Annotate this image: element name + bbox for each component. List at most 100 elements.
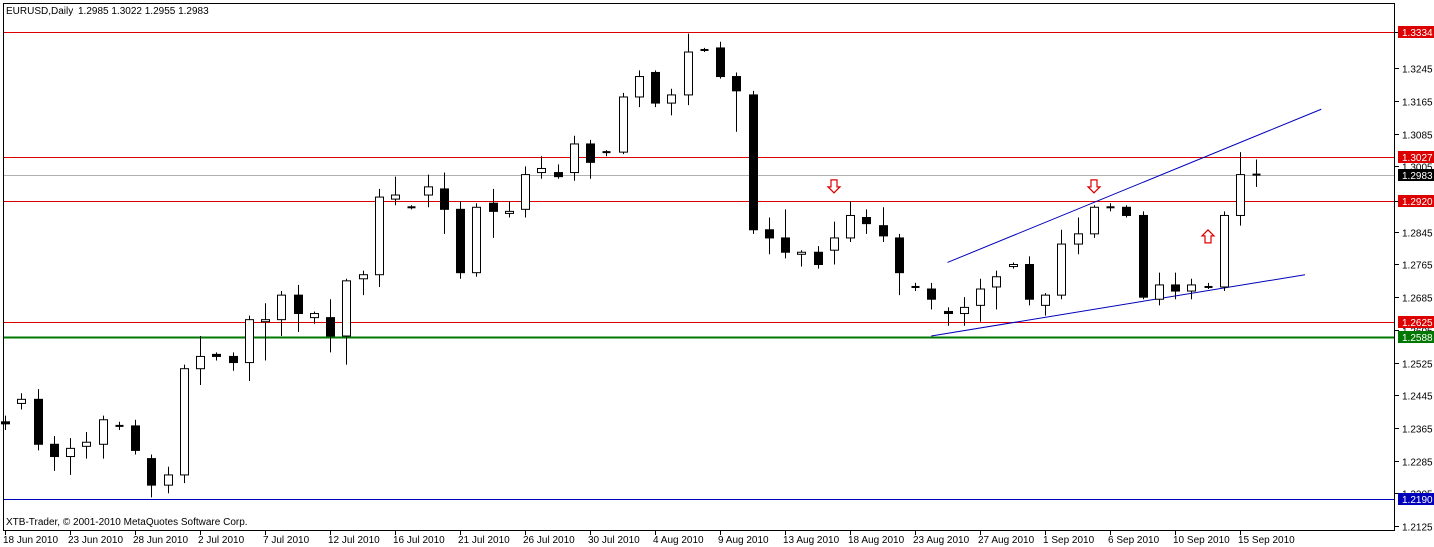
candle-body (326, 317, 335, 337)
candle-body (749, 94, 758, 231)
candle (960, 297, 969, 326)
candle-body (1220, 214, 1229, 288)
candle (277, 291, 286, 336)
candle-body (1155, 284, 1164, 300)
candle-body (619, 96, 628, 153)
candle-body (1122, 206, 1131, 216)
candle (294, 284, 303, 332)
trendline (947, 108, 1322, 263)
level-tag (1398, 26, 1434, 38)
candle-body (927, 288, 936, 300)
candle (1009, 262, 1018, 269)
candle (732, 72, 741, 132)
candle (407, 205, 416, 210)
candle-body (472, 206, 481, 274)
candle (537, 156, 546, 179)
y-tick-label: 1.2285 (1402, 458, 1433, 469)
candle (797, 250, 806, 267)
candle-body (781, 237, 790, 253)
y-tick-label: 1.2765 (1402, 261, 1433, 272)
candle (765, 217, 774, 255)
candle-body (1, 421, 10, 425)
candle-body (1187, 284, 1196, 292)
candle-body (147, 458, 156, 486)
candle (440, 172, 449, 234)
candle (602, 150, 611, 157)
level-tag (1398, 316, 1434, 328)
candle-body (261, 319, 270, 323)
copyright-text: XTB-Trader, © 2001-2010 MetaQuotes Softw… (6, 517, 248, 528)
candle (700, 47, 709, 53)
candle-body (1171, 284, 1180, 292)
x-tick-label: 27 Aug 2010 (978, 535, 1035, 546)
y-tick-label: 1.3005 (1402, 163, 1433, 174)
candle (310, 311, 319, 324)
candle-body (684, 51, 693, 96)
candle (521, 166, 530, 218)
x-tick-label: 15 Sep 2010 (1238, 535, 1295, 546)
x-tick-label: 16 Jul 2010 (393, 535, 445, 546)
candle-body (635, 76, 644, 98)
candle (326, 299, 335, 353)
candle-body (50, 443, 59, 458)
level-tag-label: 1.2920 (1402, 197, 1433, 208)
arrow-down-icon (1086, 179, 1102, 194)
y-tick-label: 1.3085 (1402, 131, 1433, 142)
candle-body (879, 225, 888, 237)
candle-body (212, 353, 221, 357)
candle-body (1139, 214, 1148, 298)
candle (131, 419, 140, 455)
candle-body (359, 274, 368, 280)
candle (99, 415, 108, 459)
trendline (931, 274, 1306, 337)
candle-body (586, 143, 595, 163)
x-tick-label: 1 Sep 2010 (1043, 535, 1095, 546)
candle-body (180, 368, 189, 476)
level-tag-label: 1.3027 (1402, 153, 1433, 164)
candle-body (976, 288, 985, 306)
candle (830, 221, 839, 265)
candle-body (277, 294, 286, 321)
candle (749, 90, 758, 234)
candle-body (82, 441, 91, 447)
x-tick-label: 21 Jul 2010 (458, 535, 510, 546)
candle (1171, 272, 1180, 300)
x-tick-label: 6 Sep 2010 (1108, 535, 1160, 546)
candle (424, 174, 433, 208)
x-tick-label: 9 Aug 2010 (718, 535, 769, 546)
x-tick-label: 2 Jul 2010 (198, 535, 245, 546)
candle (927, 282, 936, 310)
candle-body (797, 251, 806, 255)
candle (586, 139, 595, 179)
x-tick-label: 13 Aug 2010 (783, 535, 840, 546)
signal-arrows (826, 179, 1216, 244)
y-tick-label: 1.3165 (1402, 98, 1433, 109)
candle-body (375, 196, 384, 276)
x-tick-label: 30 Jul 2010 (588, 535, 640, 546)
candle-body (489, 202, 498, 212)
candle-body (164, 474, 173, 486)
candle (1090, 205, 1099, 238)
y-tick-label: 1.2125 (1402, 523, 1433, 534)
level-tag-label: 1.2190 (1402, 495, 1433, 506)
candle (147, 454, 156, 498)
symbol-label: EURUSD,Daily (6, 6, 73, 17)
candle (1220, 211, 1229, 292)
candle-body (570, 143, 579, 174)
x-tick-label: 10 Sep 2010 (1173, 535, 1230, 546)
candle (716, 41, 725, 79)
candle (164, 466, 173, 494)
candlesticks (1, 33, 1261, 498)
candle-body (1009, 263, 1018, 268)
candle (375, 188, 384, 287)
candle (619, 92, 628, 155)
y-tick-label: 1.2525 (1402, 360, 1433, 371)
candle (1025, 256, 1034, 306)
price-axis: 1.3334 1.3245 1.3165 1.3085 1.3005 1.2920 1.28… (1395, 26, 1434, 534)
candle-body (521, 174, 530, 210)
candle (1074, 217, 1083, 255)
level-tag (1398, 195, 1434, 207)
candle (1041, 293, 1050, 316)
y-tick-label: 1.2685 (1402, 294, 1433, 305)
